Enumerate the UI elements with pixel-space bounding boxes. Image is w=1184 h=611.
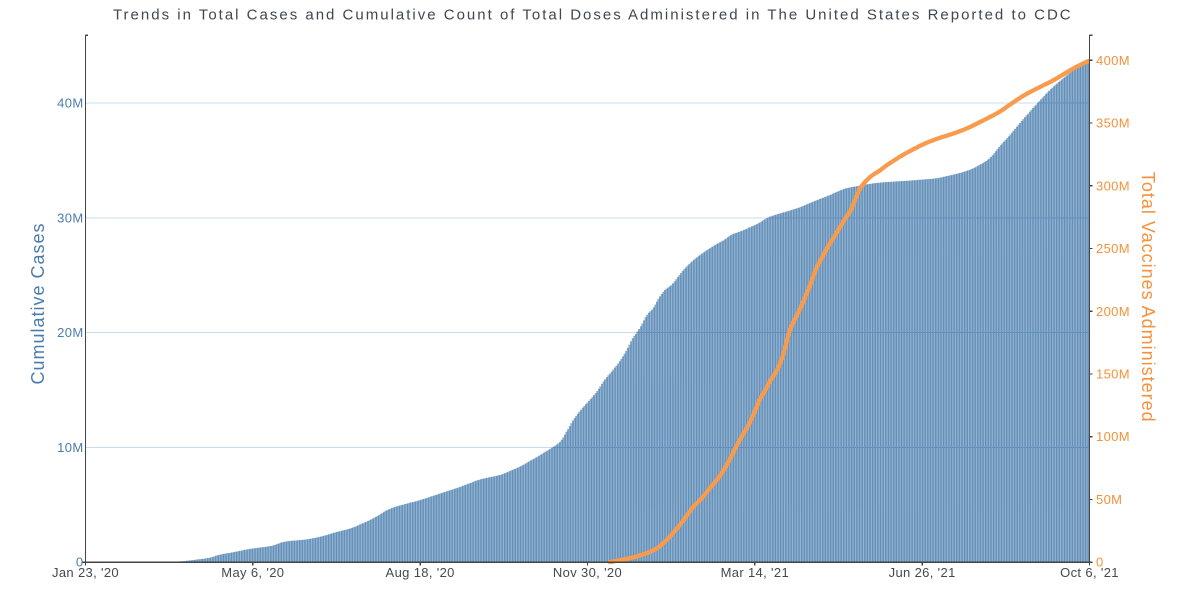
- svg-text:250M: 250M: [1096, 241, 1130, 256]
- svg-text:May 6, '20: May 6, '20: [221, 565, 284, 580]
- svg-text:Nov 30, '20: Nov 30, '20: [553, 565, 622, 580]
- svg-text:0: 0: [76, 555, 84, 570]
- svg-text:Trends in Total Cases and Cumu: Trends in Total Cases and Cumulative Cou…: [113, 7, 1073, 24]
- svg-text:350M: 350M: [1096, 116, 1130, 131]
- svg-text:10M: 10M: [57, 440, 83, 455]
- svg-text:0: 0: [1096, 555, 1104, 570]
- svg-text:300M: 300M: [1096, 178, 1130, 193]
- svg-text:Mar 14, '21: Mar 14, '21: [721, 565, 789, 580]
- svg-text:Jan 23, '20: Jan 23, '20: [52, 565, 119, 580]
- svg-text:Total Vaccines Administered: Total Vaccines Administered: [1138, 172, 1158, 423]
- svg-text:150M: 150M: [1096, 366, 1130, 381]
- svg-text:20M: 20M: [57, 325, 83, 340]
- svg-text:Cumulative Cases: Cumulative Cases: [28, 222, 48, 384]
- svg-text:200M: 200M: [1096, 304, 1130, 319]
- svg-text:Jun 26, '21: Jun 26, '21: [889, 565, 956, 580]
- svg-text:100M: 100M: [1096, 429, 1130, 444]
- svg-text:400M: 400M: [1096, 53, 1130, 68]
- svg-text:30M: 30M: [57, 210, 83, 225]
- svg-text:40M: 40M: [57, 96, 83, 111]
- svg-text:50M: 50M: [1096, 492, 1122, 507]
- svg-text:Oct 6, '21: Oct 6, '21: [1060, 565, 1119, 580]
- svg-text:Aug 18, '20: Aug 18, '20: [386, 565, 455, 580]
